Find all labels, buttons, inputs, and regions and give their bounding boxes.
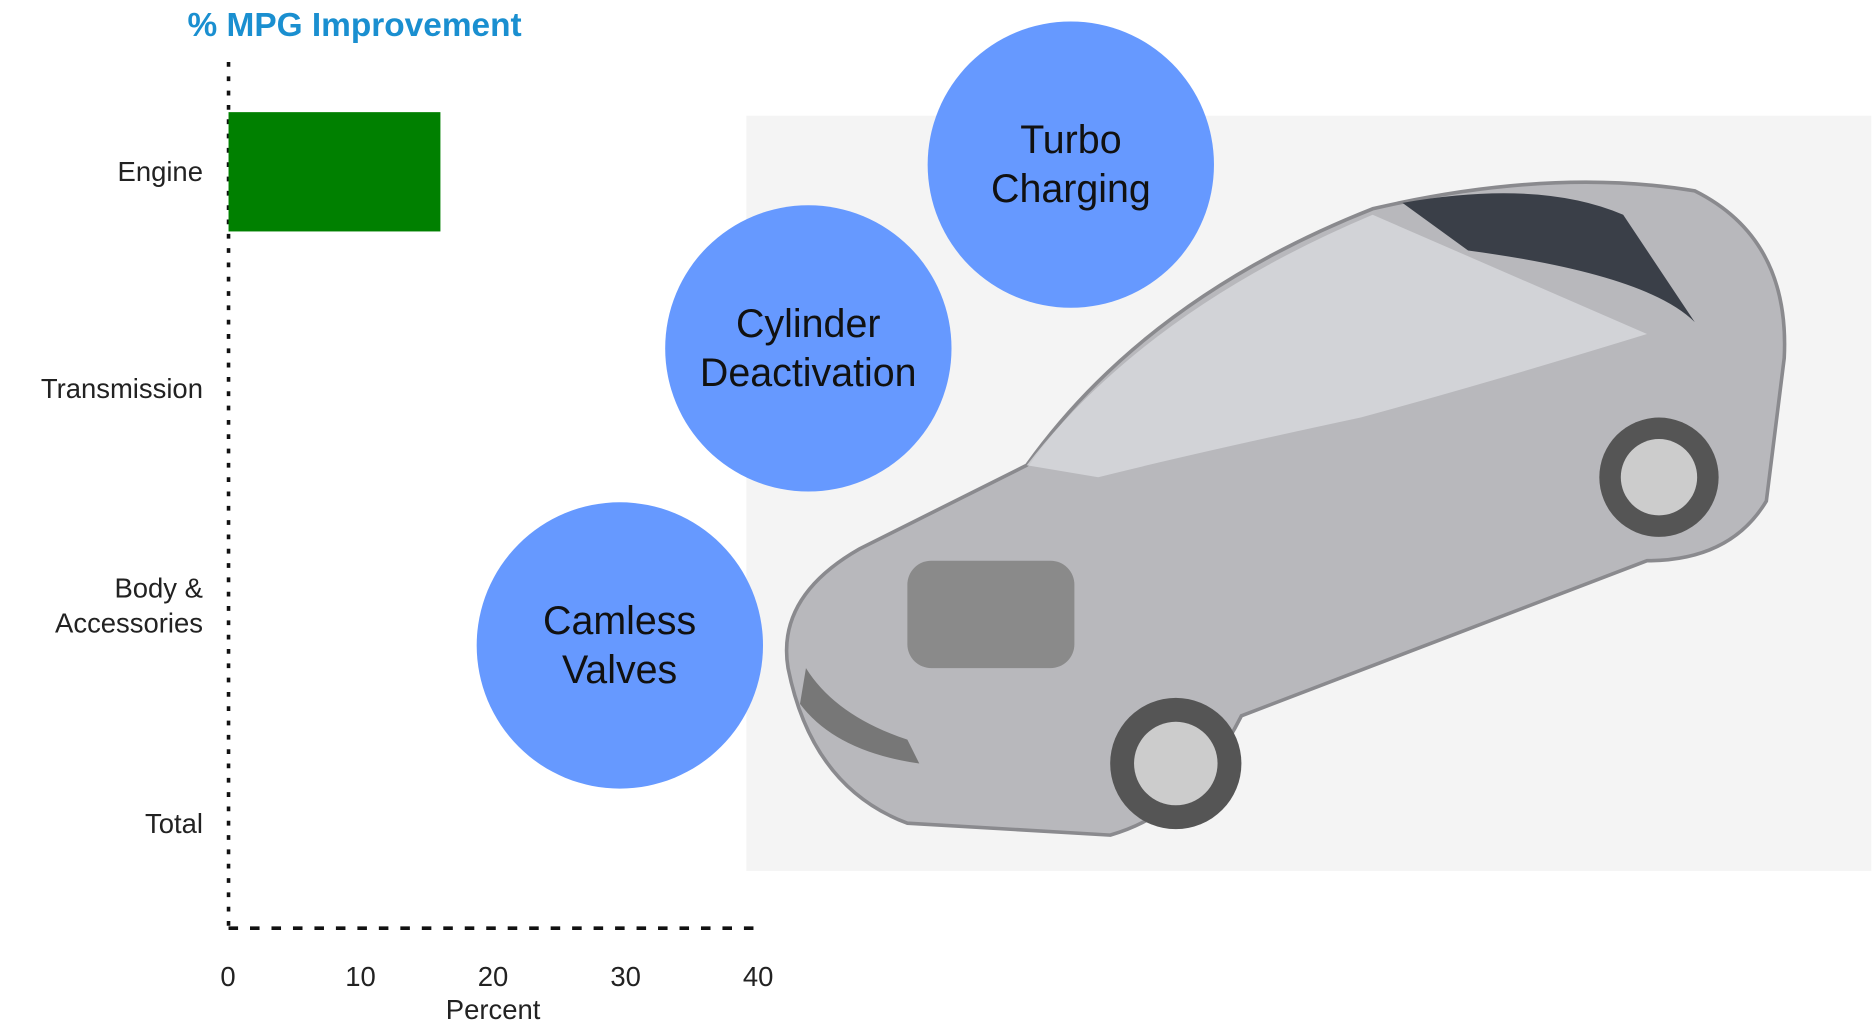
slide: 0 10 20 30 40 Percent % MPG Improvement Engine T… xyxy=(0,0,1872,1026)
x-tick-label: 0 xyxy=(220,959,235,993)
x-tick-label: 30 xyxy=(610,959,641,993)
car-illustration xyxy=(746,116,1871,871)
chart xyxy=(0,0,1872,1026)
chart-title: % MPG Improvement xyxy=(188,5,522,47)
x-tick-label: 20 xyxy=(478,959,509,993)
y-tick-label: Body & Accessories xyxy=(55,572,203,641)
y-tick-label: Total xyxy=(145,807,203,841)
y-tick-label: Engine xyxy=(118,155,203,189)
bar xyxy=(229,112,441,231)
y-tick-label: Transmission xyxy=(41,372,203,406)
callout-text: Cylinder Deactivation xyxy=(700,299,917,397)
x-tick-label: 10 xyxy=(345,959,376,993)
x-axis-label: Percent xyxy=(446,993,541,1026)
callout-text: Turbo Charging xyxy=(991,116,1151,214)
callout-text: Camless Valves xyxy=(543,597,696,695)
x-tick-label: 40 xyxy=(743,959,774,993)
